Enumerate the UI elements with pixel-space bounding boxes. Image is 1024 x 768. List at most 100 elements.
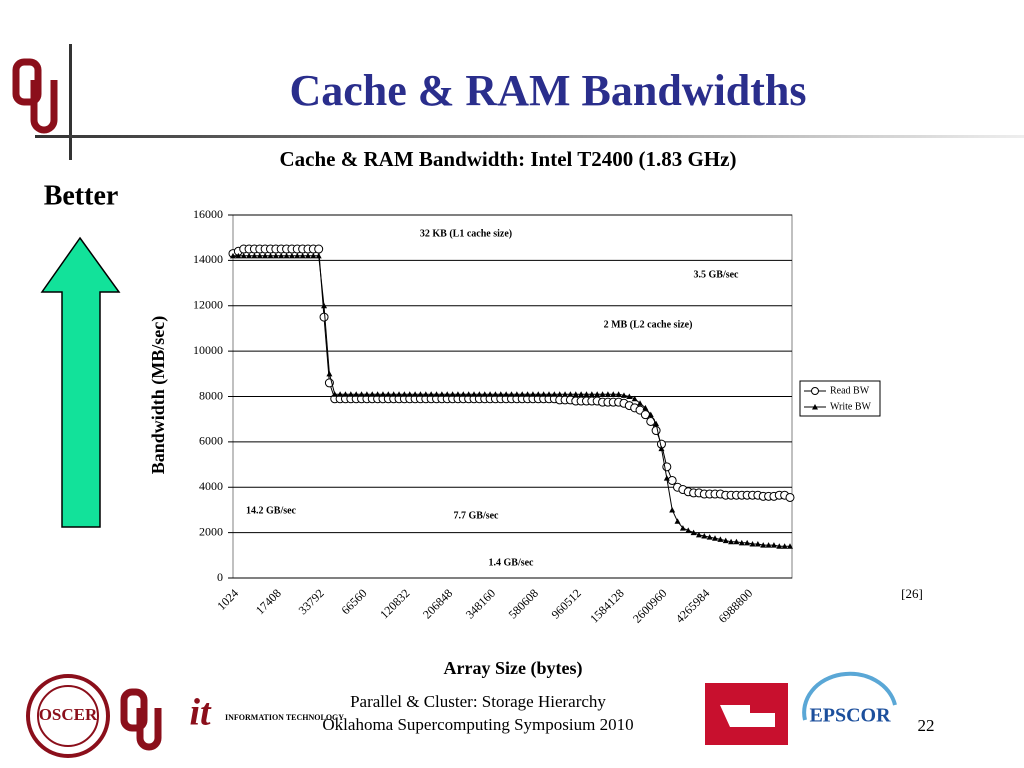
write-marker [433,391,440,397]
write-marker [615,391,622,397]
write-marker [572,391,579,397]
x-tick-label: 348160 [463,586,498,621]
legend-marker [811,387,819,395]
write-marker [262,252,269,259]
write-marker [776,543,783,549]
legend-box [799,380,881,417]
write-marker [422,391,429,397]
write-marker [620,392,627,398]
write-marker [363,391,370,397]
write-marker [749,540,756,547]
write-marker [706,534,713,540]
x-tick-label: 17408 [253,586,284,617]
x-tick-label: 33792 [296,586,327,617]
write-marker [454,391,461,397]
write-marker [754,540,761,547]
write-marker [685,527,692,533]
write-marker [647,411,654,418]
header-rule [35,135,1024,138]
annotation: 2 MB (L2 cache size) [604,319,693,330]
x-tick-label: 120832 [377,586,412,621]
write-marker [733,538,740,545]
write-marker [288,252,295,259]
write-marker [556,391,563,397]
oscer-logo: OSCER [26,674,110,758]
y-tick-label: 16000 [193,207,223,221]
y-tick-label: 12000 [193,298,223,312]
legend-label: Read BW [830,385,870,396]
write-marker [728,538,735,545]
write-marker [631,395,638,402]
write-marker [658,445,665,452]
x-tick-label: 206848 [420,586,455,621]
x-tick-label: 1024 [214,586,241,613]
write-marker [444,391,451,397]
write-marker [412,391,419,397]
write-marker [610,391,617,397]
write-marker [695,531,702,538]
write-marker [321,302,328,309]
y-axis-label: Bandwidth (MB/sec) [148,316,169,475]
legend-label: Write BW [830,401,872,412]
write-marker [765,542,772,548]
write-marker [594,391,601,397]
legend-marker [812,404,818,410]
write-marker [551,391,558,397]
write-marker [315,252,322,259]
write-marker [738,539,745,546]
write-marker [438,391,445,397]
write-marker [294,252,301,259]
write-marker [722,537,729,544]
y-tick-label: 4000 [199,479,223,493]
write-marker [331,391,338,397]
y-tick-label: 14000 [193,252,223,266]
write-marker [760,542,767,548]
x-tick-label: 1584128 [587,586,627,626]
write-marker [465,391,472,397]
write-marker [599,391,606,397]
logo-text: INFORMATION TECHNOLOGY [225,713,344,722]
write-marker [374,391,381,397]
x-tick-label: 580608 [506,586,541,621]
write-marker [583,391,590,397]
write-marker [669,506,676,513]
write-marker [304,252,311,259]
better-label: Better [44,180,119,211]
write-marker [717,536,724,542]
write-marker [240,252,247,259]
write-marker [369,391,376,397]
read-marker [651,426,661,436]
write-marker [663,475,670,481]
write-marker [535,391,542,397]
chart-title: Cache & RAM Bandwidth: Intel T2400 (1.83… [280,147,737,171]
write-marker [562,391,569,397]
write-marker [460,391,467,397]
write-marker [653,420,660,427]
write-marker [379,391,386,397]
write-marker [508,391,515,397]
x-tick-label: 4265984 [673,586,713,626]
write-marker [787,543,793,549]
write-marker [626,393,633,399]
symposium-logo [705,683,788,745]
reference: [26] [901,586,923,601]
write-marker [251,252,258,259]
write-marker [390,391,397,397]
page-number: 22 [918,716,935,735]
write-marker [347,391,354,397]
chart: 0 2000 4000 6000 8000 10000 12000 14000 16000 102… [193,207,881,626]
write-marker [358,391,365,397]
x-axis-label: Array Size (bytes) [444,658,583,679]
write-marker [299,252,306,259]
x-tick-label: 960512 [548,586,583,621]
footer-line: Parallel & Cluster: Storage Hierarchy [350,692,606,711]
write-marker [406,391,413,397]
annotation: 7.7 GB/sec [454,510,500,521]
write-marker [353,391,360,397]
write-marker [545,391,552,397]
write-marker [503,391,510,397]
write-marker [637,400,644,406]
write-marker [337,391,344,397]
x-tick-label: 66560 [338,586,369,617]
